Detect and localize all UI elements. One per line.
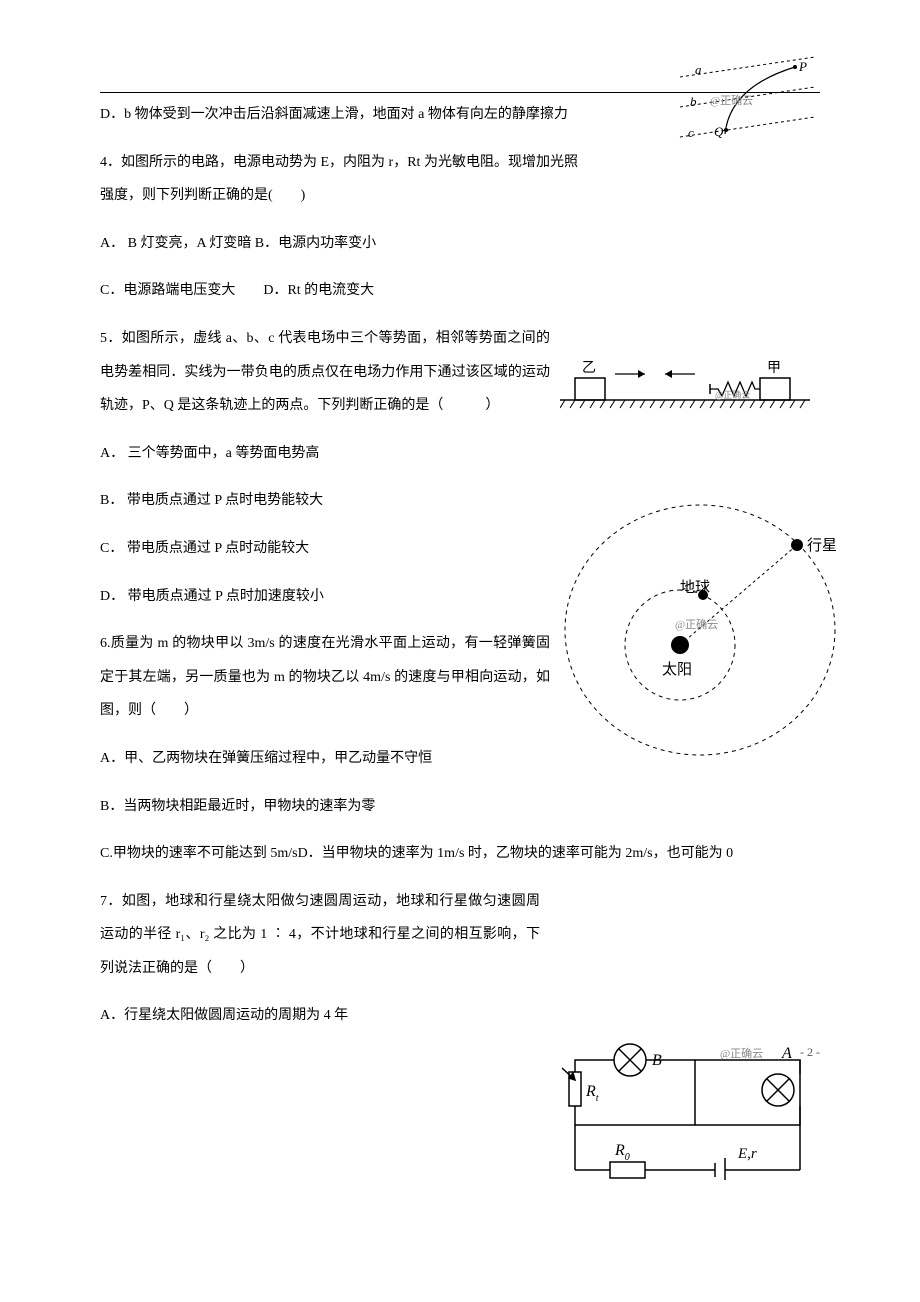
figure-q4-circuit: Rt B A R0 E,r @正确云 <box>560 1040 810 1180</box>
q7-stem: 7．如图，地球和行星绕太阳做匀速圆周运动，地球和行星做匀速圆周运动的半径 r₁、… <box>100 885 540 986</box>
watermark: @正确云 <box>710 94 753 107</box>
watermark: @正确云 <box>715 389 750 400</box>
label-yi: 乙 <box>582 360 596 376</box>
figure-q5-equipotential: a b c P Q @正确云 <box>670 52 830 147</box>
q6-stem: 6.质量为 m 的物块甲以 3m/s 的速度在光滑水平面上运动，有一轻弹簧固定于… <box>100 627 550 728</box>
label-earth: 地球 <box>680 579 710 596</box>
q5-opt-a: A． 三个等势面中，a 等势面电势高 <box>100 437 820 471</box>
q6-opt-b: B．当两物块相距最近时，甲物块的速率为零 <box>100 790 820 824</box>
q5-stem: 5．如图所示，虚线 a、b、c 代表电场中三个等势面，相邻等势面之间的电势差相同… <box>100 322 550 423</box>
label-planet: 行星 <box>807 537 837 554</box>
label-e: E,r <box>737 1146 757 1162</box>
label-q: Q <box>714 124 724 139</box>
q7-opt-a: A．行星绕太阳做圆周运动的周期为 4 年 <box>100 999 820 1033</box>
q4-opt-ab: A． B 灯变亮，A 灯变暗 B．电源内功率变小 <box>100 227 820 261</box>
label-a: a <box>695 62 702 77</box>
watermark: @正确云 <box>675 618 718 631</box>
label-p: P <box>798 59 807 74</box>
figure-q6-spring: 乙 甲 @正确云 <box>560 360 810 415</box>
page-number: - 2 - <box>800 1038 820 1067</box>
label-b: b <box>690 94 697 109</box>
figure-q7-orbits: 太阳 地球 行星 @正确云 <box>555 490 845 765</box>
q4-opt-cd: C．电源路端电压变大 D．Rt 的电流变大 <box>100 274 820 308</box>
label-c: c <box>688 125 694 140</box>
q6-opt-cd: C.甲物块的速率不可能达到 5m/sD．当甲物块的速率为 1m/s 时，乙物块的… <box>100 837 820 871</box>
q4-stem-2: 强度，则下列判断正确的是( ) <box>100 179 820 213</box>
q4-stem-1: 4．如图所示的电路，电源电动势为 E，内阻为 r，Rt 为光敏电阻。现增加光照 <box>100 146 820 180</box>
label-b: B <box>652 1052 662 1069</box>
svg-text:R0: R0 <box>614 1142 630 1163</box>
label-sun: 太阳 <box>662 661 692 678</box>
svg-text:Rt: Rt <box>585 1083 599 1104</box>
label-jia: 甲 <box>767 361 781 376</box>
label-a: A <box>781 1045 792 1062</box>
watermark: @正确云 <box>720 1047 763 1060</box>
